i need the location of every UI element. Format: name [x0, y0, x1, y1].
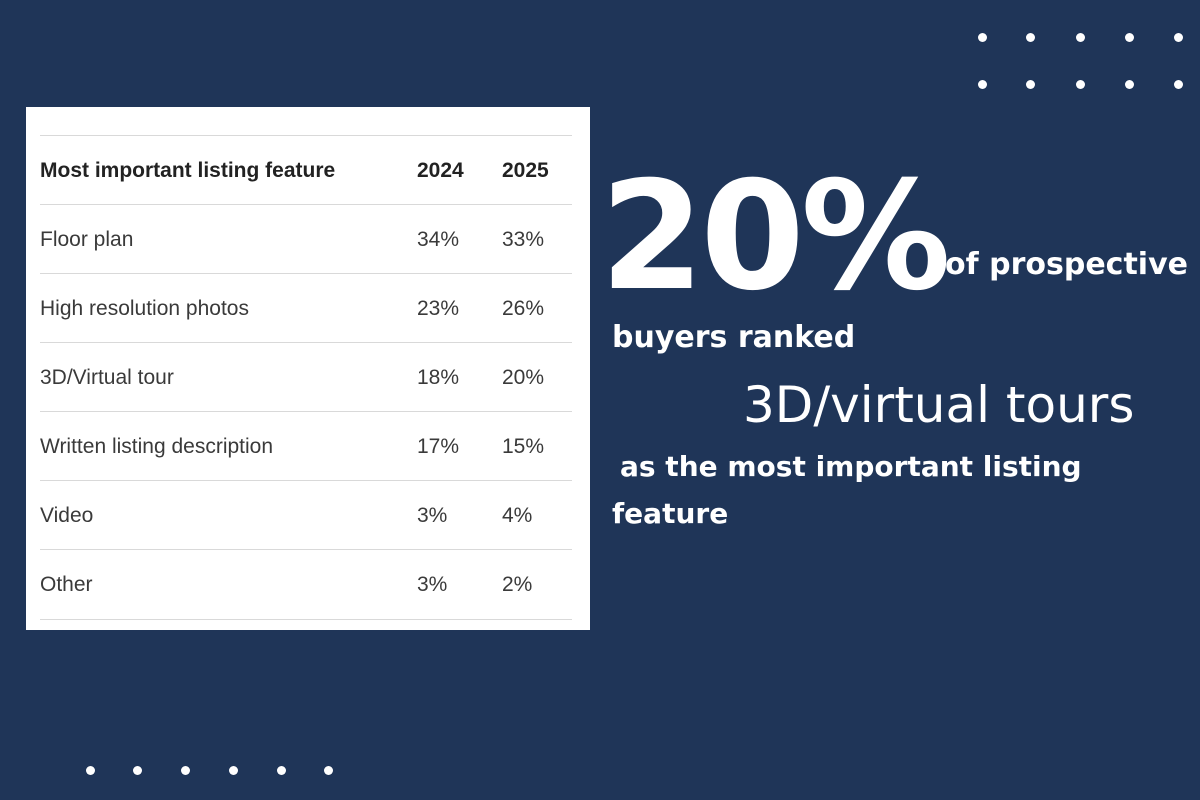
- cell: 2%: [502, 573, 533, 596]
- dot: [277, 766, 286, 775]
- table-header: Most important listing feature 2024 2025: [40, 135, 572, 205]
- cell: 15%: [502, 435, 545, 458]
- cell: Most important listing feature: [40, 159, 336, 182]
- dot: [1026, 80, 1035, 89]
- dot: [1174, 80, 1183, 89]
- cell: Written listing description: [40, 435, 274, 458]
- big-number: 20%: [600, 150, 951, 324]
- callout-text: buyers ranked: [612, 320, 856, 355]
- cell: 20%: [502, 366, 545, 389]
- dot: [1174, 33, 1183, 42]
- cell: High resolution photos: [40, 297, 249, 320]
- cell: 18%: [417, 366, 460, 389]
- table-row: High resolution photos 23% 26%: [40, 273, 572, 343]
- dot: [978, 80, 987, 89]
- dot: [978, 33, 987, 42]
- dot: [1125, 80, 1134, 89]
- callout-text: as the most important listing: [620, 450, 1082, 483]
- dot: [86, 766, 95, 775]
- dot: [1125, 33, 1134, 42]
- dot: [1076, 80, 1085, 89]
- table-row: Other 3% 2%: [40, 549, 572, 620]
- callout-text: feature: [612, 497, 729, 530]
- cell: Video: [40, 504, 94, 527]
- callout-text: of prospective: [945, 247, 1188, 282]
- table-row: 3D/Virtual tour 18% 20%: [40, 342, 572, 412]
- cell: 2025: [502, 159, 549, 182]
- table-row: Written listing description 17% 15%: [40, 411, 572, 481]
- table-row: Floor plan 34% 33%: [40, 204, 572, 274]
- table: Most important listing feature 2024 2025 Fl…: [26, 107, 590, 630]
- cell: 34%: [417, 228, 460, 251]
- table-row: Video 3% 4%: [40, 480, 572, 550]
- cell: 3%: [417, 573, 448, 596]
- cell: 4%: [502, 504, 533, 527]
- cell: 17%: [417, 435, 460, 458]
- callout-highlight: 3D/virtual tours: [743, 376, 1135, 434]
- cell: Floor plan: [40, 228, 134, 251]
- dot: [1076, 33, 1085, 42]
- dot: [229, 766, 238, 775]
- dot: [181, 766, 190, 775]
- cell: 3%: [417, 504, 448, 527]
- cell: 3D/Virtual tour: [40, 366, 174, 389]
- cell: 2024: [417, 159, 464, 182]
- cell: 23%: [417, 297, 460, 320]
- dot: [133, 766, 142, 775]
- cell: 26%: [502, 297, 545, 320]
- cell: Other: [40, 573, 93, 596]
- dot: [1026, 33, 1035, 42]
- cell: 33%: [502, 228, 545, 251]
- dot: [324, 766, 333, 775]
